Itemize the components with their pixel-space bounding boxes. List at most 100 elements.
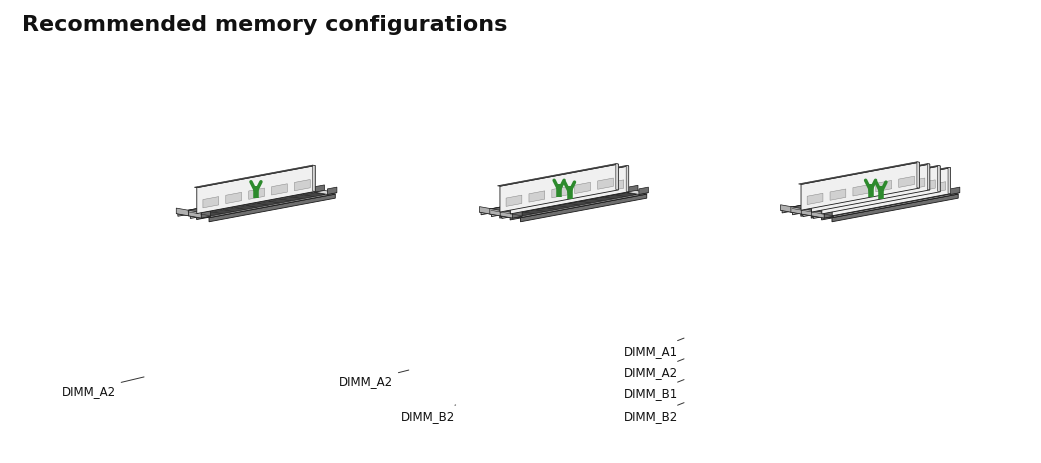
Polygon shape [539, 193, 555, 205]
Polygon shape [811, 165, 930, 213]
Polygon shape [830, 168, 950, 190]
Polygon shape [295, 180, 310, 191]
Polygon shape [480, 211, 502, 215]
Polygon shape [875, 181, 891, 192]
Polygon shape [176, 213, 198, 216]
Polygon shape [814, 209, 823, 217]
Polygon shape [791, 207, 804, 215]
Polygon shape [938, 166, 940, 192]
Polygon shape [188, 214, 210, 219]
Polygon shape [512, 211, 523, 219]
Polygon shape [782, 186, 928, 213]
Polygon shape [802, 213, 823, 217]
Polygon shape [197, 166, 315, 214]
Polygon shape [930, 182, 945, 194]
Polygon shape [907, 186, 929, 189]
Polygon shape [803, 189, 928, 213]
Polygon shape [811, 191, 938, 219]
Polygon shape [272, 184, 287, 195]
Polygon shape [863, 187, 879, 199]
Polygon shape [178, 189, 304, 217]
Polygon shape [491, 189, 636, 216]
Polygon shape [627, 191, 649, 195]
Polygon shape [500, 214, 523, 219]
Polygon shape [940, 186, 949, 193]
Polygon shape [639, 188, 649, 195]
Text: DIMM_A2: DIMM_A2 [61, 377, 144, 397]
Polygon shape [801, 163, 919, 211]
Polygon shape [928, 189, 949, 193]
Polygon shape [502, 191, 646, 218]
Polygon shape [853, 185, 868, 197]
Polygon shape [512, 193, 637, 216]
Text: DIMM_A2: DIMM_A2 [625, 359, 684, 378]
Polygon shape [585, 185, 601, 196]
Polygon shape [191, 191, 335, 218]
Polygon shape [919, 181, 935, 192]
Polygon shape [838, 200, 854, 211]
Polygon shape [598, 179, 613, 190]
Polygon shape [828, 198, 843, 209]
Polygon shape [821, 193, 948, 220]
Polygon shape [516, 198, 532, 209]
Polygon shape [813, 191, 940, 219]
Polygon shape [500, 211, 512, 219]
Polygon shape [492, 207, 502, 215]
Polygon shape [500, 165, 618, 213]
Polygon shape [188, 209, 198, 216]
Polygon shape [873, 189, 889, 200]
Polygon shape [226, 193, 242, 204]
Polygon shape [510, 193, 636, 220]
Polygon shape [491, 189, 616, 213]
Polygon shape [201, 211, 210, 219]
Polygon shape [506, 196, 522, 207]
Polygon shape [812, 211, 824, 219]
Polygon shape [781, 205, 793, 213]
Polygon shape [792, 188, 917, 211]
Polygon shape [823, 193, 948, 216]
Polygon shape [819, 166, 940, 189]
Polygon shape [529, 191, 544, 203]
Polygon shape [824, 211, 834, 219]
Polygon shape [782, 186, 909, 213]
Polygon shape [575, 183, 590, 194]
Polygon shape [195, 166, 315, 188]
Polygon shape [490, 209, 502, 217]
Polygon shape [491, 189, 617, 217]
Polygon shape [813, 191, 938, 214]
Polygon shape [520, 194, 646, 222]
Polygon shape [832, 169, 950, 216]
Polygon shape [781, 209, 803, 213]
Polygon shape [809, 164, 930, 187]
Polygon shape [807, 194, 823, 205]
Text: DIMM_A1: DIMM_A1 [625, 338, 684, 357]
Polygon shape [817, 196, 833, 207]
Polygon shape [627, 166, 629, 192]
Text: DIMM_A2: DIMM_A2 [338, 370, 409, 388]
Polygon shape [209, 194, 335, 222]
Polygon shape [618, 184, 628, 191]
Polygon shape [188, 191, 312, 214]
Polygon shape [804, 207, 813, 215]
Polygon shape [792, 188, 938, 214]
Polygon shape [907, 187, 922, 198]
Polygon shape [616, 189, 638, 193]
Polygon shape [919, 182, 929, 189]
Polygon shape [840, 191, 856, 203]
Polygon shape [480, 207, 492, 215]
Polygon shape [917, 163, 919, 189]
Polygon shape [616, 164, 618, 190]
Polygon shape [832, 194, 958, 222]
Polygon shape [178, 189, 323, 216]
Polygon shape [898, 177, 914, 188]
Polygon shape [803, 189, 930, 217]
Text: Recommended memory configurations: Recommended memory configurations [22, 15, 508, 35]
Polygon shape [801, 189, 928, 217]
Polygon shape [490, 213, 512, 217]
Polygon shape [950, 188, 960, 195]
Polygon shape [793, 206, 803, 213]
Polygon shape [562, 189, 578, 200]
Polygon shape [203, 197, 219, 208]
Polygon shape [249, 188, 264, 200]
Polygon shape [629, 186, 638, 193]
